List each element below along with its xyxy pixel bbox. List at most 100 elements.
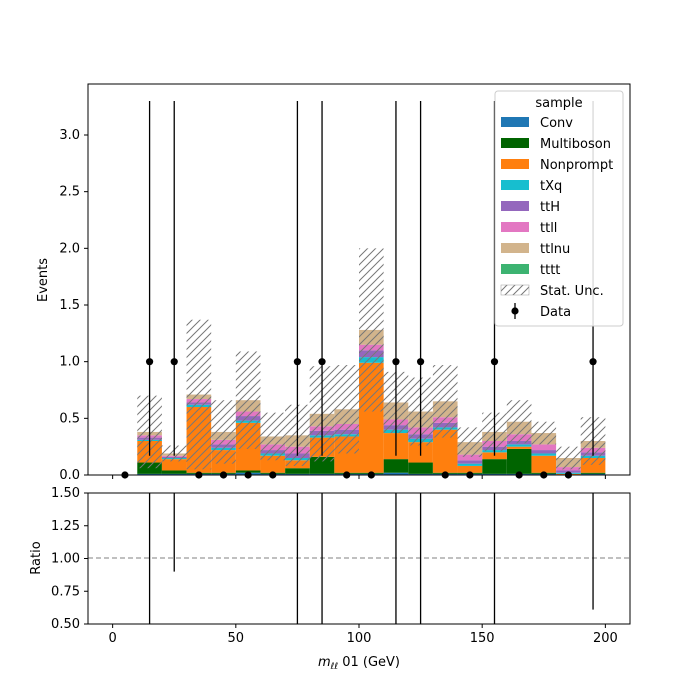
stat-unc-band-bin-13	[457, 427, 483, 457]
legend-marker-data	[511, 307, 519, 315]
bar-txq-bin-13	[457, 463, 483, 466]
legend-label-ttlnu: ttlnu	[540, 242, 570, 257]
x-tick-label-2: 100	[347, 631, 372, 646]
data-point-19	[589, 358, 597, 366]
bar-tth-bin-16	[531, 450, 557, 454]
ratio-error-bars	[148, 493, 594, 624]
x-tick-label-4: 200	[593, 631, 618, 646]
main-x-ticks	[112, 475, 606, 479]
bar-nonprompt-bin-1	[161, 459, 187, 471]
bar-conv-bin-10	[383, 472, 409, 475]
data-point-12	[416, 358, 425, 366]
main-y-tick-label-0: 0.0	[59, 468, 80, 483]
x-axis-label-main: m	[318, 655, 331, 670]
ratio-x-ticks: 0 50 100 150 200	[108, 624, 618, 646]
legend-label-conv: Conv	[540, 116, 573, 131]
data-point-15	[490, 358, 499, 366]
bar-ttll-bin-16	[531, 444, 557, 451]
data-point-1	[145, 358, 154, 366]
bar-multiboson-bin-18	[580, 472, 606, 474]
stat-unc-band-bin-17	[556, 446, 581, 470]
ratio-y-tick-label-3: 1.25	[51, 519, 80, 534]
main-y-tick-label-1: 0.5	[59, 411, 80, 426]
data-point-11	[392, 358, 400, 366]
legend-item-data: Data	[511, 303, 571, 320]
stat-unc-band-bin-8	[334, 365, 359, 454]
legend-swatch-nonprompt	[501, 159, 529, 169]
legend-item-ttlnu: ttlnu	[501, 242, 570, 257]
legend-item-ttll: ttll	[501, 221, 557, 236]
x-axis-label-rest: 01 (GeV)	[338, 655, 400, 670]
legend-label-tttt: tttt	[540, 263, 560, 278]
main-y-tick-label-3: 1.5	[59, 298, 80, 313]
legend-swatch-ttlnu	[501, 243, 529, 253]
bar-conv-bin-0	[137, 473, 162, 475]
x-tick-label-1: 50	[228, 631, 245, 646]
bar-conv-bin-1	[161, 473, 187, 475]
main-y-tick-label-2: 1.0	[59, 355, 80, 370]
stat-unc-band-bin-12	[432, 365, 458, 438]
stat-unc-band-bin-2	[186, 319, 212, 470]
ratio-y-tick-label-1: 0.75	[51, 584, 80, 599]
legend-item-nonprompt: Nonprompt	[501, 158, 613, 173]
data-point-8	[318, 358, 326, 366]
legend-swatch-tttt	[501, 264, 529, 274]
bar-tth-bin-13	[457, 460, 483, 464]
main-y-ticks: 0.0 0.5 1.0 1.5 2.0 2.5 3.0	[59, 128, 88, 483]
bar-multiboson-bin-14	[482, 459, 507, 474]
legend-title: sample	[535, 96, 582, 111]
bar-conv-bin-11	[408, 473, 433, 475]
legend-item-tth: ttH	[501, 200, 560, 215]
legend-items: Conv Multiboson Nonprompt tXq ttH ttll ttlnu tt…	[500, 116, 613, 320]
stat-unc-band-bin-3	[211, 400, 236, 464]
legend-item-stat-unc: Stat. Unc.	[500, 284, 604, 299]
legend-label-nonprompt: Nonprompt	[540, 158, 613, 173]
bar-conv-bin-7	[309, 473, 335, 475]
bar-multiboson-bin-15	[506, 448, 532, 474]
bar-multiboson-bin-6	[285, 468, 310, 474]
bar-ttll-bin-13	[457, 454, 483, 461]
bar-nonprompt-bin-13	[457, 465, 483, 473]
ratio-y-tick-label-0: 0.50	[51, 617, 80, 632]
data-point-7	[293, 358, 302, 366]
x-axis-label: mℓℓ 01 (GeV)	[318, 655, 400, 672]
stat-unc-band-bin-4	[235, 351, 261, 449]
legend-swatch-multiboson	[501, 138, 529, 148]
bar-txq-bin-16	[531, 453, 557, 456]
y-axis-label: Events	[36, 258, 51, 302]
legend-item-txq: tXq	[501, 179, 562, 194]
main-panel: 0.0 0.5 1.0 1.5 2.0 2.5 3.0 Events	[36, 83, 631, 483]
bar-multiboson-bin-0	[137, 462, 162, 474]
main-y-tick-label-5: 2.5	[59, 185, 80, 200]
legend-swatch-txq	[501, 180, 529, 190]
legend-swatch-ttll	[501, 222, 529, 232]
data-point-2	[170, 358, 178, 366]
legend-item-conv: Conv	[501, 116, 573, 131]
ratio-y-tick-label-4: 1.50	[51, 486, 80, 501]
legend-swatch-conv	[501, 117, 529, 127]
legend: sample Conv Multiboson Nonprompt tXq ttH ttll…	[494, 90, 624, 327]
main-y-tick-label-4: 2.0	[59, 241, 80, 256]
bar-multiboson-bin-10	[383, 459, 409, 473]
bar-nonprompt-bin-16	[531, 455, 557, 473]
bar-conv-bin-14	[482, 473, 507, 475]
bar-txq-bin-15	[506, 444, 532, 447]
stat-unc-band-bin-9	[359, 248, 384, 412]
bar-multiboson-bin-1	[161, 470, 187, 474]
ratio-panel: 0 50 100 150 200 0.500.751.001.251.50 Ratio …	[29, 486, 631, 672]
ratio-y-axis-label: Ratio	[29, 541, 44, 574]
legend-label-txq: tXq	[540, 179, 562, 194]
legend-label-stat-unc: Stat. Unc.	[540, 284, 604, 299]
stat-unc-band-bin-5	[260, 412, 286, 461]
legend-item-multiboson: Multiboson	[501, 137, 611, 152]
legend-item-tttt: tttt	[501, 263, 560, 278]
legend-label-multiboson: Multiboson	[540, 137, 611, 152]
x-tick-label-0: 0	[108, 631, 116, 646]
bar-conv-bin-18	[580, 473, 606, 475]
x-axis-label-subscript: ℓℓ	[330, 662, 338, 672]
stat-unc-band-bin-15	[506, 400, 532, 444]
bar-multiboson-bin-11	[408, 462, 433, 474]
legend-swatch-tth	[501, 201, 529, 211]
stat-unc-band-bin-16	[531, 421, 557, 445]
